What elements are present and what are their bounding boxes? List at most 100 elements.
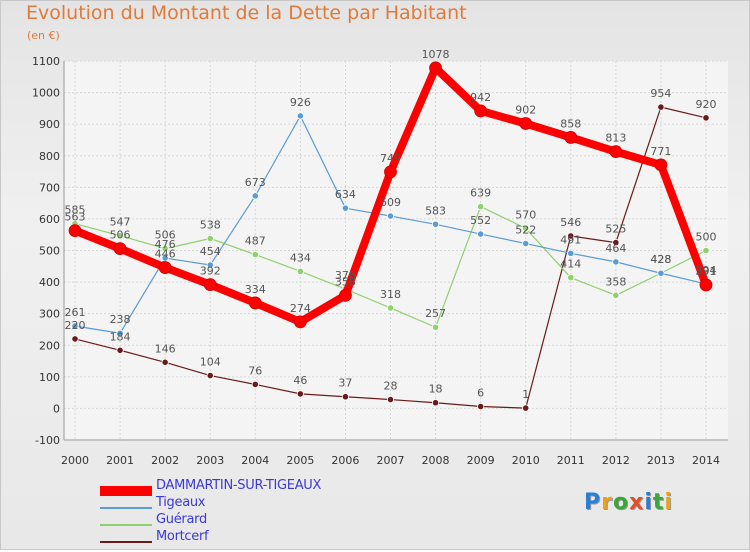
y-tick-label: 600 bbox=[39, 213, 60, 226]
series-point-3 bbox=[522, 404, 530, 412]
data-label-3: 220 bbox=[65, 319, 86, 332]
data-label-2: 547 bbox=[110, 216, 131, 229]
data-label-1: 552 bbox=[470, 214, 491, 227]
data-label-3: 28 bbox=[384, 380, 398, 393]
y-tick-label: 1100 bbox=[32, 55, 60, 68]
series-point-2 bbox=[206, 234, 214, 243]
data-label-3: 104 bbox=[200, 356, 221, 369]
data-label-0: 446 bbox=[155, 248, 176, 261]
legend-swatch bbox=[100, 541, 152, 543]
series-point-3 bbox=[386, 395, 395, 404]
data-label-2: 570 bbox=[515, 208, 536, 221]
unit-label: (en €) bbox=[27, 29, 60, 42]
data-label-1: 476 bbox=[155, 238, 176, 251]
series-point-0 bbox=[203, 278, 217, 292]
series-point-1 bbox=[567, 249, 575, 257]
y-tick-label: -100 bbox=[35, 434, 60, 447]
y-tick-label: 900 bbox=[39, 118, 60, 131]
data-label-2: 538 bbox=[200, 218, 221, 231]
legend-swatch bbox=[100, 524, 152, 526]
series-point-1 bbox=[477, 230, 485, 238]
legend-swatch bbox=[100, 486, 152, 496]
data-label-2: 414 bbox=[560, 258, 581, 271]
series-point-0 bbox=[68, 224, 82, 238]
series-point-2 bbox=[522, 224, 530, 232]
data-label-0: 392 bbox=[200, 265, 221, 278]
series-point-0 bbox=[564, 131, 578, 144]
y-tick-label: 500 bbox=[39, 245, 60, 258]
data-label-0: 334 bbox=[245, 283, 266, 296]
x-tick-label: 2004 bbox=[241, 454, 269, 467]
x-tick-label: 2012 bbox=[602, 454, 630, 467]
data-label-1: 583 bbox=[425, 204, 446, 217]
series-point-1 bbox=[522, 239, 530, 248]
data-label-0: 813 bbox=[605, 132, 626, 145]
logo-letter: o bbox=[612, 490, 630, 515]
x-tick-label: 2002 bbox=[151, 454, 179, 467]
data-label-1: 491 bbox=[560, 233, 581, 246]
data-label-0: 942 bbox=[470, 91, 491, 104]
data-label-1: 428 bbox=[650, 253, 671, 266]
data-label-3: 954 bbox=[650, 87, 671, 100]
y-tick-label: 0 bbox=[53, 402, 60, 415]
series-point-3 bbox=[431, 399, 440, 407]
legend-label: Mortcerf bbox=[156, 529, 209, 544]
series-point-2 bbox=[612, 291, 620, 299]
x-tick-label: 2011 bbox=[557, 454, 585, 467]
data-label-1: 522 bbox=[515, 224, 536, 237]
logo-letter: x bbox=[629, 490, 645, 515]
data-label-1: 634 bbox=[335, 188, 356, 201]
data-label-3: 76 bbox=[248, 364, 262, 377]
x-tick-label: 2010 bbox=[512, 454, 540, 467]
data-label-1: 261 bbox=[65, 306, 86, 319]
legend-label: Guérard bbox=[156, 512, 207, 527]
series-point-3 bbox=[251, 380, 259, 389]
data-label-0: 858 bbox=[560, 117, 581, 130]
proxiti-logo: Proxiti bbox=[584, 490, 673, 515]
data-label-3: 6 bbox=[477, 387, 484, 400]
series-point-3 bbox=[161, 358, 169, 366]
data-label-0: 563 bbox=[65, 211, 86, 224]
data-label-3: 146 bbox=[155, 342, 176, 355]
data-label-2: 257 bbox=[425, 307, 446, 320]
data-label-2: 358 bbox=[605, 275, 626, 288]
series-point-2 bbox=[431, 323, 440, 331]
y-tick-label: 300 bbox=[39, 308, 60, 321]
series-point-2 bbox=[161, 245, 169, 253]
y-tick-label: 800 bbox=[39, 150, 60, 163]
series-point-3 bbox=[477, 402, 485, 411]
series-point-1 bbox=[71, 322, 79, 330]
series-point-1 bbox=[206, 261, 214, 269]
x-tick-label: 2005 bbox=[286, 454, 314, 467]
series-point-1 bbox=[116, 329, 124, 337]
series-point-1 bbox=[341, 204, 350, 212]
x-tick-label: 2001 bbox=[106, 454, 134, 467]
series-point-2 bbox=[116, 232, 124, 240]
series-point-1 bbox=[431, 220, 440, 228]
chart-title: Evolution du Montant de la Dette par Hab… bbox=[26, 2, 467, 24]
y-tick-label: 200 bbox=[39, 339, 60, 352]
series-point-3 bbox=[341, 393, 350, 401]
series-point-2 bbox=[251, 251, 259, 259]
series-point-0 bbox=[474, 104, 488, 118]
y-tick-label: 700 bbox=[39, 181, 60, 194]
logo-letter: P bbox=[584, 490, 602, 515]
data-label-0: 902 bbox=[515, 104, 536, 117]
data-label-1: 609 bbox=[380, 196, 401, 209]
data-label-2: 487 bbox=[245, 235, 266, 248]
series-point-3 bbox=[116, 346, 124, 354]
data-label-1: 673 bbox=[245, 176, 266, 189]
data-label-2: 639 bbox=[470, 187, 491, 200]
series-point-0 bbox=[654, 158, 668, 172]
y-tick-label: 400 bbox=[39, 276, 60, 289]
data-label-0: 1078 bbox=[422, 48, 450, 61]
data-label-1: 454 bbox=[200, 245, 221, 258]
data-label-3: 18 bbox=[429, 383, 443, 396]
x-tick-label: 2009 bbox=[467, 454, 495, 467]
series-point-1 bbox=[386, 212, 395, 220]
series-point-1 bbox=[296, 112, 304, 120]
data-label-0: 358 bbox=[335, 275, 356, 288]
series-point-3 bbox=[567, 232, 575, 240]
logo-letter: r bbox=[601, 490, 613, 515]
